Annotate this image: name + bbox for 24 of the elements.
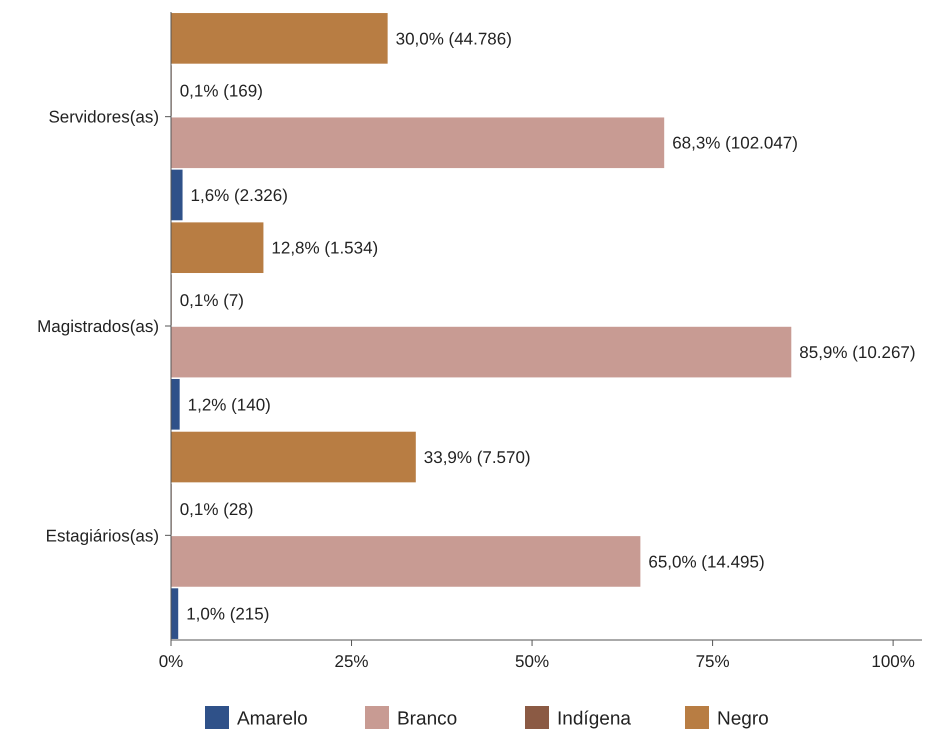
legend-label: Amarelo — [237, 708, 308, 729]
x-tick-label: 25% — [334, 652, 369, 671]
x-tick-label: 0% — [158, 652, 184, 671]
data-label: 1,0% (215) — [186, 604, 270, 624]
x-tick-label: 50% — [515, 652, 550, 671]
data-label: 0,1% (169) — [180, 82, 263, 101]
data-label: 85,9% (10.267) — [799, 343, 916, 362]
y-tick-label: Magistrados(as) — [37, 316, 159, 336]
data-label: 30,0% (44.786) — [396, 29, 512, 48]
legend-label: Negro — [717, 708, 769, 729]
data-label: 1,6% (2.326) — [190, 186, 288, 205]
legend-label: Branco — [397, 708, 458, 729]
data-label: 33,9% (7.570) — [424, 448, 531, 467]
legend-label: Indígena — [557, 708, 632, 729]
y-tick-label: Estagiários(as) — [46, 526, 159, 546]
x-tick-label: 100% — [871, 652, 915, 671]
data-label: 68,3% (102.047) — [672, 134, 798, 153]
data-label: 65,0% (14.495) — [648, 552, 765, 572]
data-label: 12,8% (1.534) — [271, 238, 378, 258]
data-label: 0,1% (28) — [180, 500, 254, 520]
data-label: 0,1% (7) — [180, 290, 244, 310]
y-tick-label: Servidores(as) — [48, 108, 159, 127]
data-label: 1,2% (140) — [188, 395, 271, 414]
x-tick-label: 75% — [696, 652, 730, 671]
